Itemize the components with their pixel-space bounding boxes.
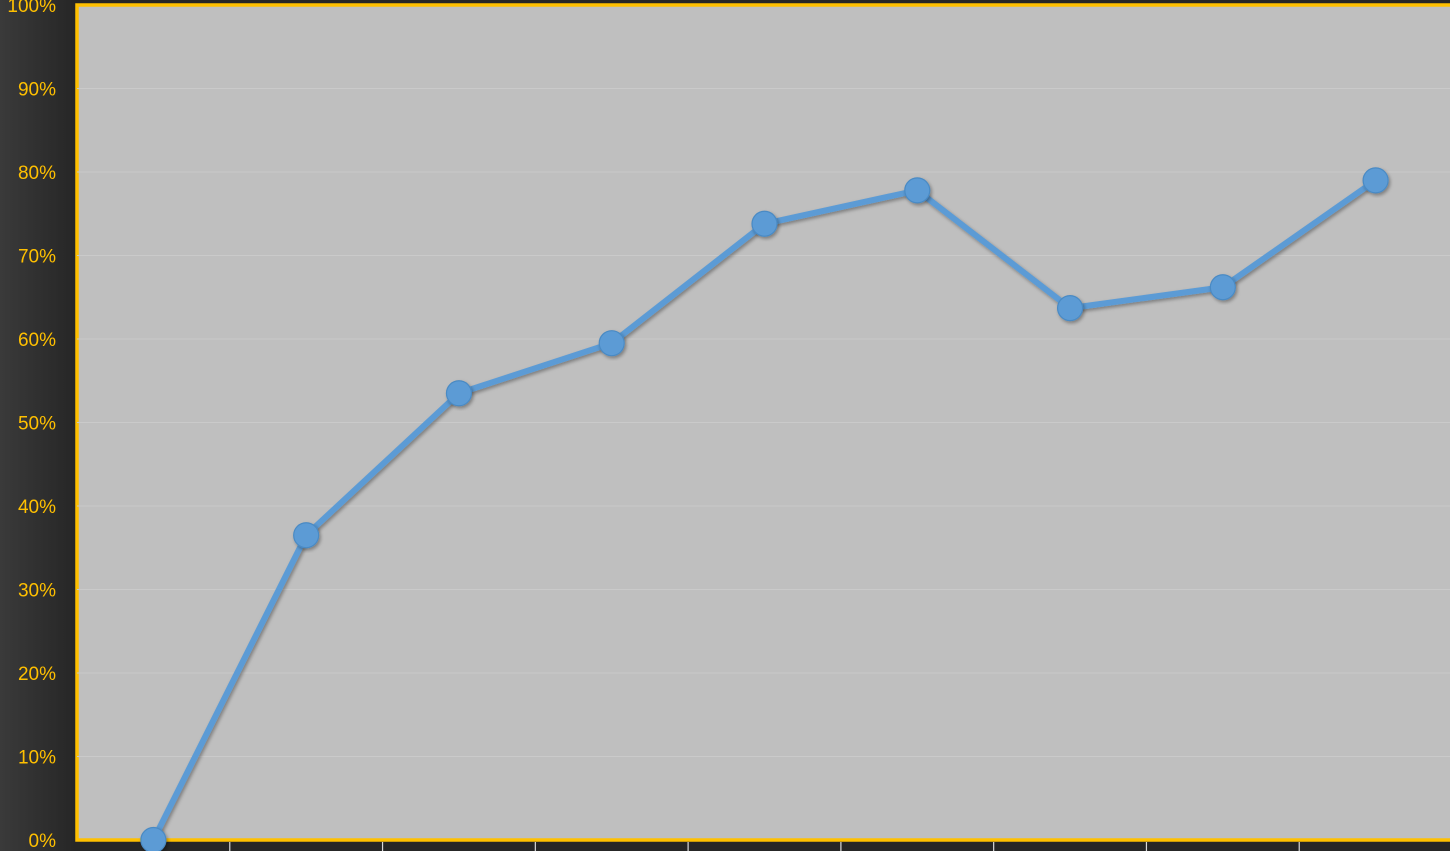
y-tick-label: 40%: [18, 497, 56, 518]
data-point: [904, 177, 931, 204]
gridlines: [77, 88, 1450, 757]
y-tick-label: 80%: [18, 163, 56, 184]
x-axis-ticks: [229, 842, 1300, 851]
data-point: [598, 330, 625, 357]
series-markers: [140, 167, 1389, 851]
y-tick-label: 50%: [18, 414, 56, 435]
y-tick-label: 60%: [18, 330, 56, 351]
y-tick-label: 70%: [18, 247, 56, 268]
y-tick-label: 30%: [18, 581, 56, 602]
y-tick-label: 10%: [18, 748, 56, 769]
data-point: [445, 380, 473, 407]
y-tick-label: 20%: [18, 664, 56, 685]
y-tick-label: 100%: [7, 0, 56, 17]
data-point: [1209, 274, 1236, 301]
y-tick-label: 0%: [29, 831, 57, 851]
data-point: [751, 210, 778, 237]
data-point: [1056, 295, 1084, 322]
data-point: [293, 522, 320, 549]
data-point: [1362, 167, 1389, 194]
y-axis-tick-labels: 0% 10% 20% 30% 40% 50% 60% 70% 80% 90% 100%: [7, 0, 56, 851]
y-tick-label: 90%: [18, 80, 56, 101]
data-point: [140, 826, 167, 851]
